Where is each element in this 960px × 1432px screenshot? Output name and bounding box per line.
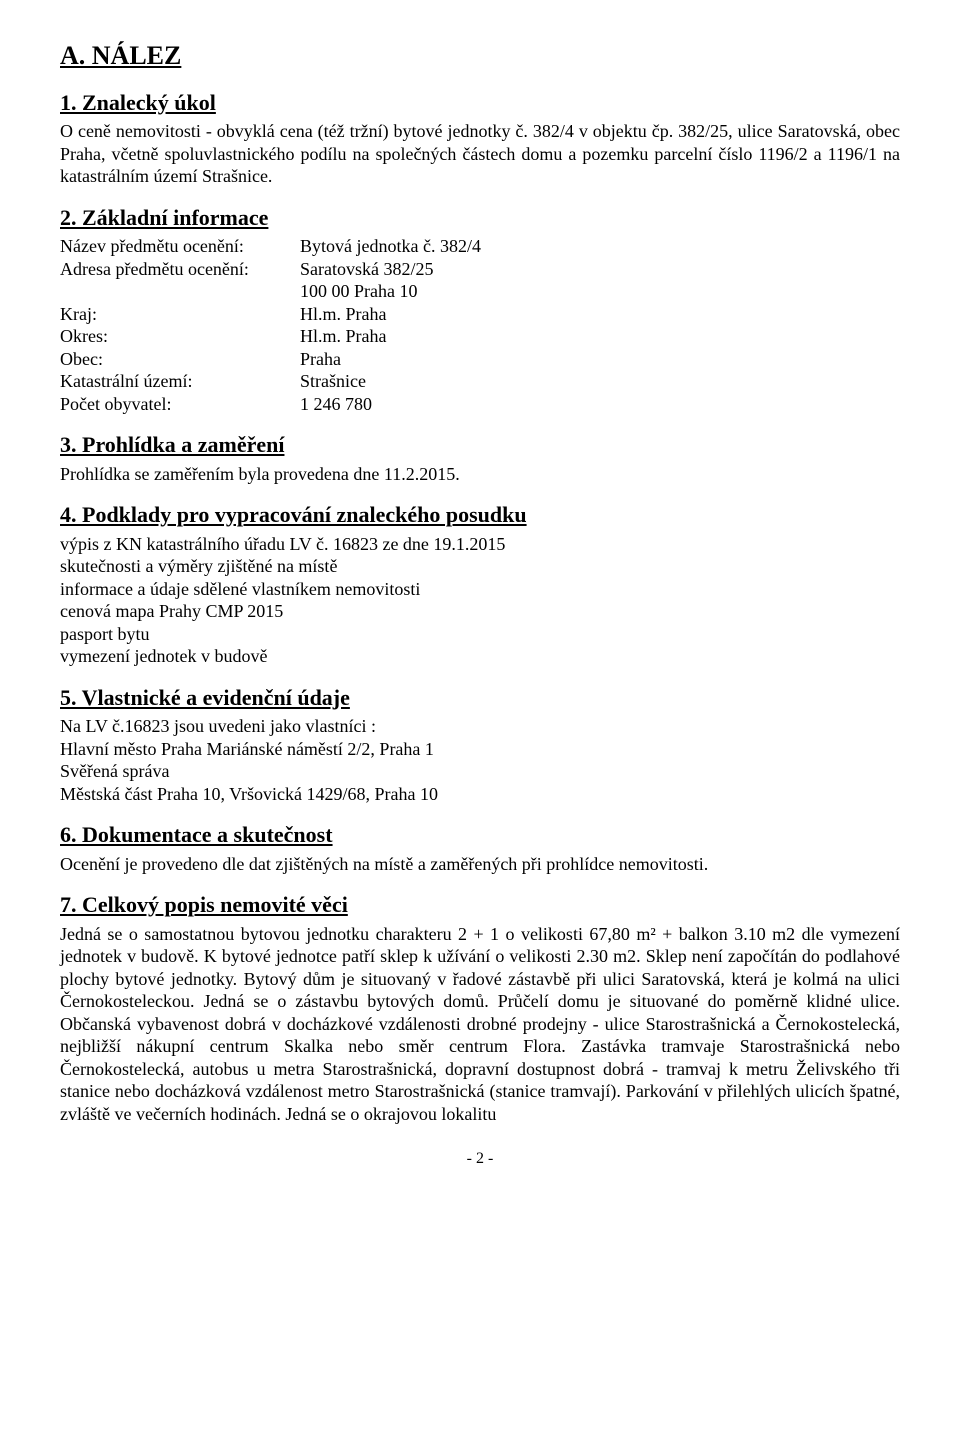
section-5-list: Na LV č.16823 jsou uvedeni jako vlastníc… (60, 715, 900, 805)
list-item: vymezení jednotek v budově (60, 645, 900, 668)
list-item: pasport bytu (60, 623, 900, 646)
info-key: Obec: (60, 348, 300, 371)
info-key: Adresa předmětu ocenění: (60, 258, 300, 281)
section-2-heading: 2. Základní informace (60, 204, 900, 232)
page-number: - 2 - (60, 1149, 900, 1169)
info-value: Praha (300, 348, 900, 371)
section-4-list: výpis z KN katastrálního úřadu LV č. 168… (60, 533, 900, 668)
list-item: Svěřená správa (60, 760, 900, 783)
info-value: Saratovská 382/25 (300, 258, 900, 281)
info-value: Hl.m. Praha (300, 303, 900, 326)
section-6-text: Ocenění je provedeno dle dat zjištěných … (60, 853, 900, 876)
main-title: A. NÁLEZ (60, 40, 900, 73)
info-value: 100 00 Praha 10 (300, 280, 900, 303)
table-row: Název předmětu ocenění: Bytová jednotka … (60, 235, 900, 258)
table-row: Obec: Praha (60, 348, 900, 371)
list-item: Městská část Praha 10, Vršovická 1429/68… (60, 783, 900, 806)
table-row: Okres: Hl.m. Praha (60, 325, 900, 348)
table-row: Počet obyvatel: 1 246 780 (60, 393, 900, 416)
info-value: Strašnice (300, 370, 900, 393)
info-key: Název předmětu ocenění: (60, 235, 300, 258)
list-item: cenová mapa Prahy CMP 2015 (60, 600, 900, 623)
info-value: Bytová jednotka č. 382/4 (300, 235, 900, 258)
section-3-text: Prohlídka se zaměřením byla provedena dn… (60, 463, 900, 486)
table-row: Kraj: Hl.m. Praha (60, 303, 900, 326)
info-value: Hl.m. Praha (300, 325, 900, 348)
section-3-heading: 3. Prohlídka a zaměření (60, 431, 900, 459)
list-item: Na LV č.16823 jsou uvedeni jako vlastníc… (60, 715, 900, 738)
section-6-heading: 6. Dokumentace a skutečnost (60, 821, 900, 849)
info-key: Počet obyvatel: (60, 393, 300, 416)
info-key: Katastrální území: (60, 370, 300, 393)
info-key: Kraj: (60, 303, 300, 326)
info-value: 1 246 780 (300, 393, 900, 416)
list-item: skutečnosti a výměry zjištěné na místě (60, 555, 900, 578)
section-1-text: O ceně nemovitosti - obvyklá cena (též t… (60, 120, 900, 188)
table-row: Adresa předmětu ocenění: Saratovská 382/… (60, 258, 900, 281)
info-table: Název předmětu ocenění: Bytová jednotka … (60, 235, 900, 415)
table-row: 100 00 Praha 10 (60, 280, 900, 303)
info-key: Okres: (60, 325, 300, 348)
section-7-heading: 7. Celkový popis nemovité věci (60, 891, 900, 919)
list-item: výpis z KN katastrálního úřadu LV č. 168… (60, 533, 900, 556)
list-item: informace a údaje sdělené vlastníkem nem… (60, 578, 900, 601)
section-4-heading: 4. Podklady pro vypracování znaleckého p… (60, 501, 900, 529)
section-5-heading: 5. Vlastnické a evidenční údaje (60, 684, 900, 712)
table-row: Katastrální území: Strašnice (60, 370, 900, 393)
list-item: Hlavní město Praha Mariánské náměstí 2/2… (60, 738, 900, 761)
info-key (60, 280, 300, 303)
section-1-heading: 1. Znalecký úkol (60, 89, 900, 117)
section-7-text: Jedná se o samostatnou bytovou jednotku … (60, 923, 900, 1126)
